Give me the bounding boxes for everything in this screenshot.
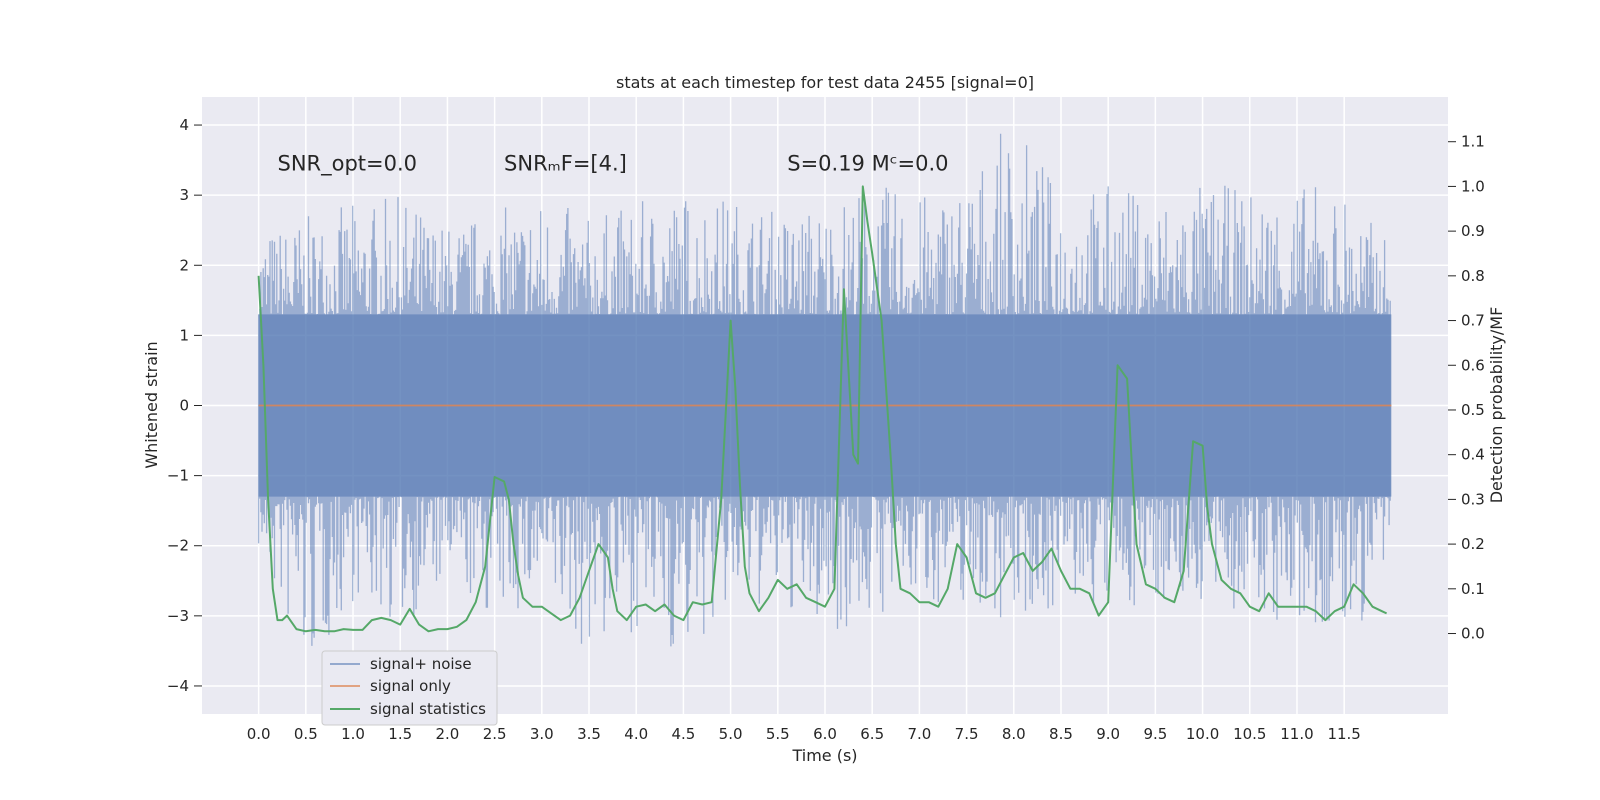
plot-annotation: SNRₘF=[4.] bbox=[504, 152, 627, 176]
y-right-tick-label: 0.4 bbox=[1461, 446, 1485, 464]
x-tick-label: 11.0 bbox=[1280, 725, 1313, 743]
x-tick-label: 4.5 bbox=[671, 725, 695, 743]
x-tick-label: 8.5 bbox=[1049, 725, 1073, 743]
legend-label-signal-statistics: signal statistics bbox=[370, 700, 486, 718]
x-tick-label: 5.0 bbox=[719, 725, 743, 743]
y-right-tick-label: 1.1 bbox=[1461, 133, 1485, 151]
legend: signal+ noise signal only signal statist… bbox=[321, 650, 498, 726]
y-tick-label: 2 bbox=[179, 256, 189, 274]
axes: 0.0 0.5 1.0 1.5 2.0 2.5 3.0 3.5 4.0 4.5 5.0 5.5 6.0 6… bbox=[167, 116, 1485, 743]
y-right-tick-label: 0.6 bbox=[1461, 356, 1485, 374]
y-axis-right-label: Detection probability/MF bbox=[1487, 307, 1506, 504]
y-axis-label: Whitened strain bbox=[142, 341, 161, 468]
x-tick-label: 6.5 bbox=[860, 725, 884, 743]
y-right-tick-label: 0.1 bbox=[1461, 580, 1485, 598]
y-right-tick-label: 0.2 bbox=[1461, 535, 1485, 553]
legend-label-signal-only: signal only bbox=[370, 677, 451, 695]
x-tick-label: 4.0 bbox=[624, 725, 648, 743]
y-tick-label: −2 bbox=[167, 537, 189, 555]
y-tick-label: 1 bbox=[179, 326, 189, 344]
x-tick-label: 6.0 bbox=[813, 725, 837, 743]
x-axis-label: Time (s) bbox=[791, 746, 857, 765]
y-right-tick-label: 0.8 bbox=[1461, 267, 1485, 285]
x-tick-label: 0.5 bbox=[294, 725, 318, 743]
x-tick-label: 9.5 bbox=[1143, 725, 1167, 743]
x-tick-label: 0.0 bbox=[247, 725, 271, 743]
x-tick-label: 3.5 bbox=[577, 725, 601, 743]
y-right-tick-label: 0.7 bbox=[1461, 312, 1485, 330]
x-tick-label: 10.0 bbox=[1186, 725, 1219, 743]
y-right-tick-label: 1.0 bbox=[1461, 177, 1485, 195]
legend-box bbox=[321, 650, 498, 726]
y-tick-label: 3 bbox=[179, 186, 189, 204]
x-tick-label: 11.5 bbox=[1327, 725, 1360, 743]
x-tick-label: 2.5 bbox=[483, 725, 507, 743]
y-right-tick-label: 0.0 bbox=[1461, 625, 1485, 643]
x-tick-label: 3.0 bbox=[530, 725, 554, 743]
x-tick-label: 1.5 bbox=[388, 725, 412, 743]
x-tick-label: 2.0 bbox=[435, 725, 459, 743]
x-tick-label: 8.0 bbox=[1002, 725, 1026, 743]
y-tick-label: −3 bbox=[167, 607, 189, 625]
x-tick-label: 5.5 bbox=[766, 725, 790, 743]
y-right-tick-label: 0.5 bbox=[1461, 401, 1485, 419]
x-tick-label: 1.0 bbox=[341, 725, 365, 743]
x-tick-label: 10.5 bbox=[1233, 725, 1266, 743]
annotations: SNR_opt=0.0 SNRₘF=[4.] S=0.19 Mᶜ=0.0 bbox=[278, 152, 949, 177]
series-signal-statistics-line bbox=[257, 185, 1388, 633]
x-tick-label: 7.5 bbox=[955, 725, 979, 743]
y-tick-label: 4 bbox=[179, 116, 189, 134]
plot-annotation: S=0.19 Mᶜ=0.0 bbox=[787, 152, 948, 176]
y-right-tick-label: 0.3 bbox=[1461, 490, 1485, 508]
series-layer bbox=[257, 133, 1392, 647]
x-tick-label: 7.0 bbox=[907, 725, 931, 743]
y-tick-label: −4 bbox=[167, 677, 189, 695]
legend-label-signal-noise: signal+ noise bbox=[370, 655, 472, 673]
plot-annotation: SNR_opt=0.0 bbox=[278, 152, 418, 177]
x-tick-label: 9.0 bbox=[1096, 725, 1120, 743]
y-right-tick-label: 0.9 bbox=[1461, 222, 1485, 240]
y-tick-label: 0 bbox=[179, 397, 189, 415]
chart-title: stats at each timestep for test data 245… bbox=[616, 73, 1034, 92]
series-signal-noise-trace bbox=[257, 133, 1391, 647]
y-tick-label: −1 bbox=[167, 467, 189, 485]
